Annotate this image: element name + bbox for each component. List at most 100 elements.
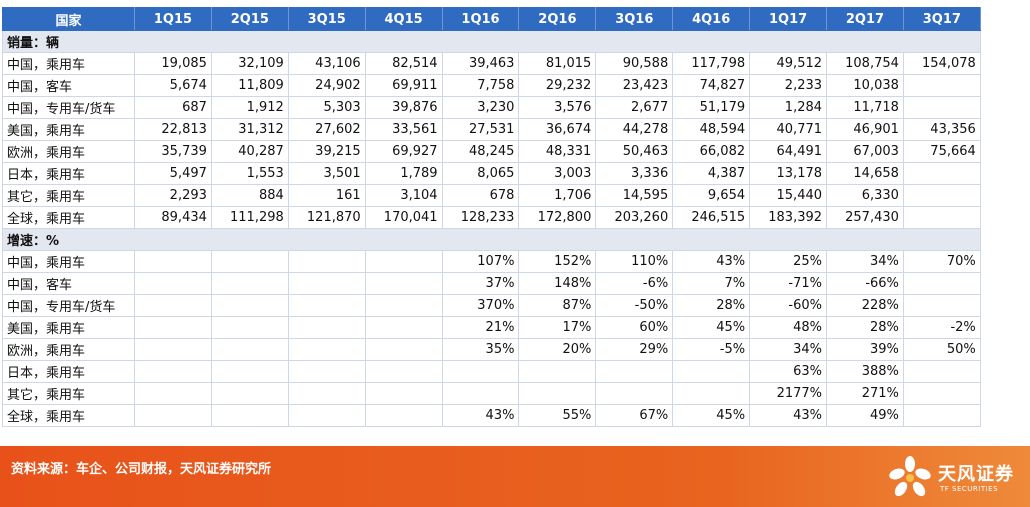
table-cell: 110% [595,250,674,273]
table-cell: 257,430 [826,206,904,229]
table-cell [902,404,981,427]
table-cell: 89,434 [134,206,212,229]
table-cell: 43,106 [287,52,366,75]
table-cell: 183,392 [749,206,828,229]
table-row: 中国，客车 5,674 11,809 24,902 69,911 7,758 29,232 2… [2,74,981,97]
table-cell: 90,588 [595,52,674,75]
table-cell: 63% [749,360,828,383]
table-cell: 9,654 [672,184,751,207]
table-cell [287,294,366,317]
table-cell: 21% [441,316,520,339]
table-row: 全球，乘用车 43% 55% 67% 45% 43% 49% [2,404,981,427]
table-cell: 51,179 [672,96,751,119]
table-cell [364,360,443,383]
table-body: 销量：辆 中国，乘用车 19,085 32,109 43,106 82,514 39,463… [2,30,981,427]
table-cell: 34% [749,338,828,361]
header-quarter: 1Q15 [134,7,212,31]
brand-logo: 天风证券 TF SECURITIES [886,454,1026,500]
table-cell: 884 [210,184,289,207]
footer-bar: 资料来源：车企、公司财报，天风证券研究所 天风证券 TF SECURITIES [0,446,1030,507]
table-cell: 32,109 [210,52,289,75]
row-label: 中国，客车 [2,272,135,295]
table-cell: 23,423 [595,74,674,97]
table-cell [134,294,212,317]
table-cell: 388% [826,360,904,383]
table-cell: 11,809 [210,74,289,97]
section-row: 销量：辆 [2,30,981,53]
table-cell: 31,312 [210,118,289,141]
logo-text-en: TF SECURITIES [940,485,999,493]
table-cell: 170,041 [364,206,443,229]
table-cell: 2,233 [749,74,828,97]
table-cell: -71% [749,272,828,295]
table-cell: 1,789 [364,162,443,185]
header-quarter: 2Q17 [826,7,904,31]
table-cell: 678 [441,184,520,207]
table-row: 中国，专用车/货车 687 1,912 5,303 39,876 3,230 3,576 2,… [2,96,981,119]
logo-text-cn: 天风证券 [938,464,1014,485]
table-cell [364,338,443,361]
table-cell [210,250,289,273]
table-cell [902,74,981,97]
table-cell: 66,082 [672,140,751,163]
table-cell: 27,531 [441,118,520,141]
table-row: 欧洲，乘用车 35% 20% 29% -5% 34% 39% 50% [2,338,981,361]
table-cell: 5,303 [287,96,366,119]
table-cell [287,250,366,273]
table-cell: 20% [518,338,597,361]
table-cell: 2177% [749,382,828,405]
table-cell: 17% [518,316,597,339]
table-cell: 1,912 [210,96,289,119]
table-cell [134,316,212,339]
table-cell: 22,813 [134,118,212,141]
header-quarter: 4Q16 [672,7,751,31]
table-row: 其它，乘用车 2177% 271% [2,382,981,405]
table-cell: 10,038 [826,74,904,97]
table-cell [210,360,289,383]
table-cell [210,404,289,427]
header-quarter: 2Q15 [210,7,289,31]
table-cell [287,404,366,427]
table-row: 日本，乘用车 5,497 1,553 3,501 1,789 8,065 3,003 3,33… [2,162,981,185]
table-cell [518,360,597,383]
table-cell [672,360,751,383]
table-cell [902,272,981,295]
table-cell: 48,331 [518,140,597,163]
table-cell: 35% [441,338,520,361]
table-cell: 108,754 [826,52,904,75]
row-label: 其它，乘用车 [2,382,135,405]
table-cell: 40,771 [749,118,828,141]
table-cell: 3,336 [595,162,674,185]
table-cell [210,272,289,295]
row-label: 中国，乘用车 [2,250,135,273]
header-quarter: 2Q16 [518,7,597,31]
table-cell: 14,658 [826,162,904,185]
table-cell: -60% [749,294,828,317]
table-cell: 48,245 [441,140,520,163]
table-cell [364,272,443,295]
table-cell [287,382,366,405]
table-cell: 3,501 [287,162,366,185]
table-cell: 67,003 [826,140,904,163]
table-cell [902,382,981,405]
row-label: 其它，乘用车 [2,184,135,207]
table-cell: 121,870 [287,206,366,229]
table-row: 全球，乘用车 89,434 111,298 121,870 170,041 128,233… [2,206,981,229]
table-cell [364,382,443,405]
table-cell: 3,230 [441,96,520,119]
header-quarter: 1Q17 [749,7,828,31]
table-cell: 3,576 [518,96,597,119]
table-cell: 50,463 [595,140,674,163]
section-title: 增速：% [2,228,981,251]
row-label: 中国，乘用车 [2,52,135,75]
table-cell: 117,798 [672,52,751,75]
table-cell [364,250,443,273]
table-cell: 24,902 [287,74,366,97]
table-cell: 7,758 [441,74,520,97]
header-quarter: 3Q15 [287,7,366,31]
table-cell: 70% [902,250,981,273]
table-cell [595,360,674,383]
table-cell: 13,178 [749,162,828,185]
table-cell: 67% [595,404,674,427]
table-cell: 14,595 [595,184,674,207]
